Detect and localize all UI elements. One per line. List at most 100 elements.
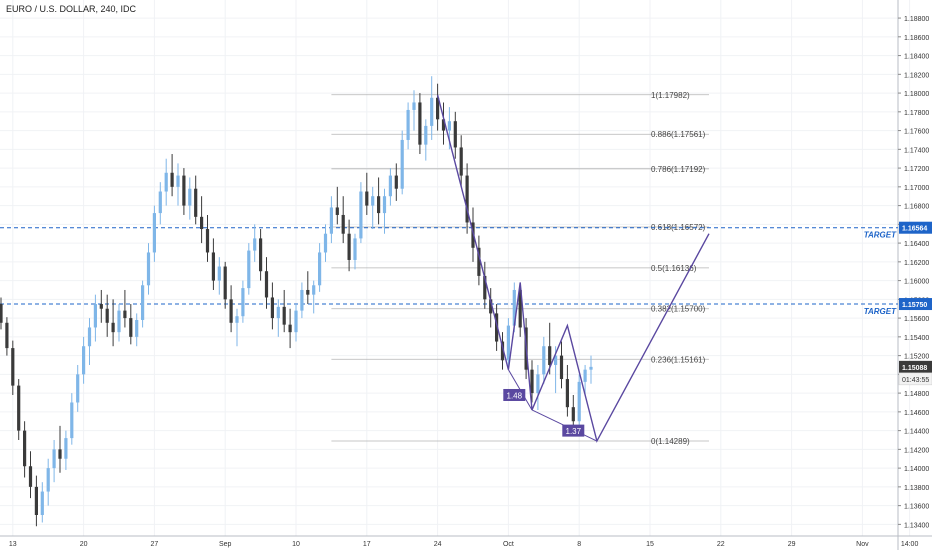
candle-body — [371, 196, 375, 206]
y-tick-label: 1.16800 — [904, 204, 929, 211]
candle-body — [495, 313, 499, 342]
x-tick-label: Nov — [856, 541, 869, 548]
candle-body — [530, 369, 534, 394]
candle-body — [264, 271, 269, 298]
candle-body — [489, 299, 493, 314]
y-tick-label: 1.18200 — [904, 72, 929, 79]
candle-body — [430, 97, 434, 126]
candle-body — [536, 374, 540, 394]
candle-body — [341, 214, 345, 234]
candle-body — [11, 348, 15, 386]
target-label: TARGET — [864, 231, 897, 240]
candle-body — [235, 316, 239, 323]
candle-body — [335, 207, 339, 215]
pattern-ratio-badge — [503, 388, 526, 401]
candle-body — [282, 306, 286, 325]
x-tick-label: 20 — [80, 541, 88, 548]
candle-body — [270, 297, 274, 319]
candle-body — [259, 238, 263, 272]
candle-body — [477, 247, 481, 276]
fib-level-label: 0.5(1.16136) — [651, 264, 697, 273]
y-tick-label: 1.14800 — [904, 391, 929, 398]
y-tick-label: 1.14400 — [904, 429, 929, 436]
x-tick-label: 27 — [151, 541, 159, 548]
candle-body — [182, 175, 186, 206]
candle-body — [46, 468, 50, 492]
candle-body — [105, 308, 109, 323]
candle-body — [253, 238, 257, 251]
x-tick-label: 15 — [646, 541, 654, 548]
candle-body — [247, 250, 251, 289]
candle-body — [300, 289, 304, 311]
candle-body — [554, 355, 558, 365]
y-tick-label: 1.13600 — [904, 504, 929, 511]
candle-body — [223, 266, 227, 300]
candle-body — [518, 289, 522, 328]
candle-body — [577, 381, 581, 422]
candle-body — [188, 188, 192, 206]
candle-body — [329, 207, 333, 234]
countdown-tag — [898, 372, 932, 386]
y-tick-label: 1.17800 — [904, 110, 929, 117]
candle-body — [465, 175, 469, 223]
fib-level-label: 0.382(1.15700) — [651, 305, 706, 314]
candle-body — [571, 407, 575, 422]
x-tick-label: Oct — [503, 541, 514, 548]
candle-body — [205, 229, 210, 253]
candle-body — [394, 175, 398, 189]
y-tick-label: 1.16200 — [904, 260, 929, 267]
candle-body — [424, 125, 428, 145]
x-tick-label: 24 — [434, 541, 442, 548]
candle-body — [459, 147, 463, 176]
candle-body — [453, 121, 457, 148]
candle-body — [418, 102, 422, 145]
pattern-ratio-label: 1.37 — [566, 427, 582, 436]
current-price-label: 1.15088 — [902, 365, 927, 372]
x-tick-label: 10 — [292, 541, 300, 548]
candle-body — [64, 438, 68, 459]
y-tick-label: 1.15200 — [904, 354, 929, 361]
candle-body — [5, 322, 9, 349]
x-tick-label: 29 — [788, 541, 796, 548]
candle-body — [200, 216, 204, 230]
candle-body — [294, 310, 298, 333]
candle-body — [483, 275, 487, 300]
y-tick-label: 1.18400 — [904, 54, 929, 61]
target-price-label: 1.15750 — [902, 302, 927, 309]
candle-body — [365, 191, 369, 206]
candle-body — [388, 175, 392, 197]
target-label: TARGET — [864, 307, 897, 316]
countdown-label: 01:43:55 — [902, 377, 929, 384]
candle-body — [471, 222, 475, 248]
candle-body — [400, 139, 404, 189]
y-tick-label: 1.18600 — [904, 35, 929, 42]
candle-body — [135, 319, 139, 337]
current-price-tag — [899, 360, 932, 373]
y-tick-label: 1.13400 — [904, 522, 929, 529]
fib-level-label: 0.786(1.17192) — [651, 165, 706, 174]
candle-body — [111, 322, 115, 333]
y-tick-label: 1.17400 — [904, 147, 929, 154]
y-tick-label: 1.17200 — [904, 166, 929, 173]
candle-body — [217, 266, 221, 281]
pattern-ratio-label: 1.48 — [507, 391, 523, 400]
candle-body — [229, 299, 233, 323]
candle-body — [146, 252, 151, 286]
candle-body — [70, 402, 74, 439]
candle-body — [87, 327, 92, 347]
candle-body — [441, 119, 446, 131]
candle-body — [99, 304, 103, 309]
y-tick-label: 1.14200 — [904, 447, 929, 454]
candle-body — [359, 191, 363, 239]
y-tick-label: 1.15600 — [904, 316, 929, 323]
fib-level-label: 0.236(1.15161) — [651, 355, 706, 364]
candle-body — [23, 430, 27, 467]
candle-body — [176, 175, 180, 187]
candle-body — [436, 97, 440, 120]
y-tick-label: 1.18800 — [904, 16, 929, 23]
pattern-ratio-badge — [562, 424, 585, 437]
candle-body — [312, 285, 316, 295]
candle-body — [565, 379, 569, 408]
